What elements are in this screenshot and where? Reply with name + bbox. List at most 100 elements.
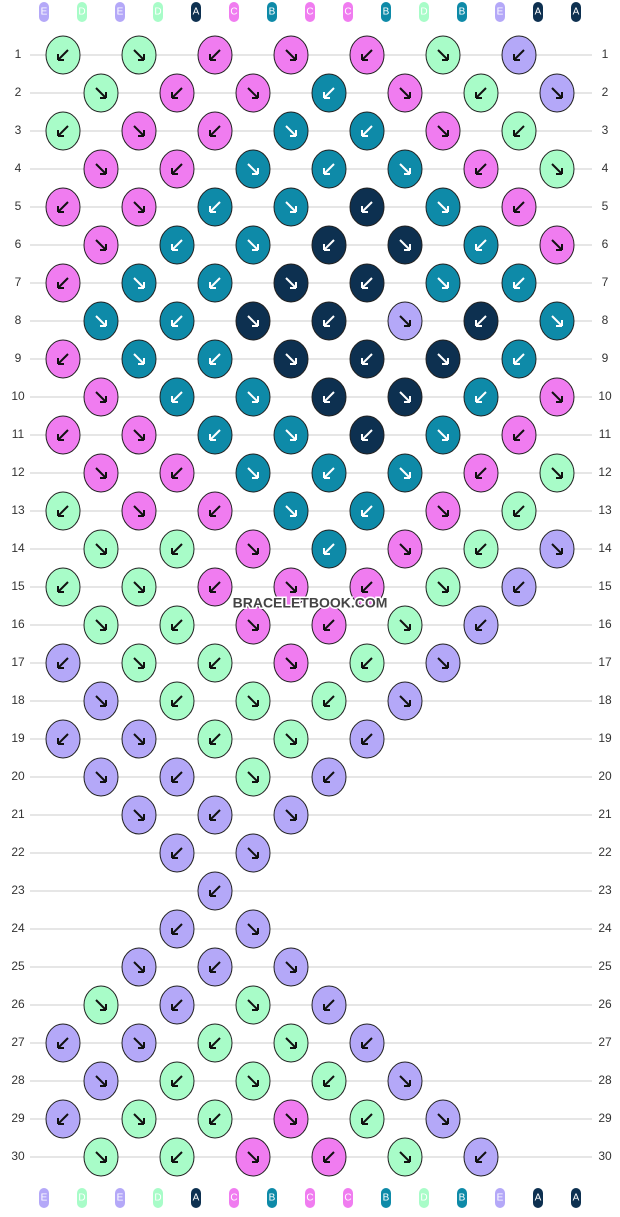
knot-arrow — [285, 733, 297, 745]
row-number: 16 — [598, 617, 612, 631]
string-letter: B — [269, 7, 276, 18]
knot-arrow — [323, 695, 335, 707]
string-letter: C — [344, 7, 351, 18]
row-number: 2 — [15, 85, 22, 99]
string-label: C — [229, 1188, 239, 1208]
watermark: BRACELETBOOK.COM — [233, 595, 388, 611]
knot-arrow — [171, 543, 183, 555]
knot-arrow — [361, 353, 373, 365]
knot — [235, 529, 271, 569]
knot — [311, 681, 347, 721]
knot — [83, 1137, 119, 1177]
knot-arrow — [399, 315, 411, 327]
knot-arrow — [209, 505, 221, 517]
string-letter: C — [306, 1193, 313, 1204]
knot-arrow — [133, 1113, 145, 1125]
row-number: 17 — [11, 655, 25, 669]
string-tag — [457, 2, 467, 22]
knot — [197, 263, 233, 303]
string-label: A — [533, 1188, 543, 1208]
knot — [197, 795, 233, 835]
knot-arrow — [57, 125, 69, 137]
string-tag — [419, 1188, 429, 1208]
knot — [273, 111, 309, 151]
knot — [159, 605, 195, 645]
knot — [45, 111, 81, 151]
knot-arrow — [361, 581, 373, 593]
knot-arrow — [551, 315, 563, 327]
knot-arrow — [323, 543, 335, 555]
knot — [235, 605, 271, 645]
knot — [273, 263, 309, 303]
knot — [463, 225, 499, 265]
knot-arrow — [475, 391, 487, 403]
knot — [45, 35, 81, 75]
knot — [349, 263, 385, 303]
string-tag — [267, 1188, 277, 1208]
knot-arrow — [475, 87, 487, 99]
string-tag — [115, 1188, 125, 1208]
knot-arrow — [247, 1075, 259, 1087]
knot — [159, 681, 195, 721]
knot-arrow — [171, 1151, 183, 1163]
knot-arrow — [361, 1113, 373, 1125]
string-tag — [229, 2, 239, 22]
string-label: E — [39, 2, 49, 22]
knot-arrow — [323, 1075, 335, 1087]
knot — [45, 339, 81, 379]
knot-arrow — [57, 581, 69, 593]
knot — [121, 643, 157, 683]
knot-arrow — [513, 277, 525, 289]
knot-arrow — [133, 505, 145, 517]
string-letter: E — [117, 7, 124, 18]
row-number: 15 — [11, 579, 25, 593]
string-letter: B — [383, 7, 390, 18]
knot-arrow — [133, 49, 145, 61]
string-letter: E — [497, 7, 504, 18]
string-label: E — [115, 2, 125, 22]
knot-arrow — [171, 923, 183, 935]
knot-arrow — [209, 733, 221, 745]
knot — [197, 643, 233, 683]
knot-arrow — [171, 391, 183, 403]
knot — [45, 491, 81, 531]
knot — [311, 1137, 347, 1177]
knot — [311, 605, 347, 645]
row-number: 2 — [602, 85, 609, 99]
string-label: D — [77, 1188, 87, 1208]
knot-arrow — [361, 429, 373, 441]
row-number: 12 — [11, 465, 25, 479]
string-label: A — [191, 2, 201, 22]
string-tag — [305, 2, 315, 22]
knot — [121, 795, 157, 835]
knot-arrow — [133, 657, 145, 669]
knot-arrow — [399, 619, 411, 631]
row-number: 26 — [598, 997, 612, 1011]
knot — [501, 187, 537, 227]
string-letter: B — [459, 7, 466, 18]
row-number: 1 — [602, 47, 609, 61]
row-number: 5 — [15, 199, 22, 213]
string-letter: A — [535, 1193, 542, 1204]
knot-arrow — [323, 1151, 335, 1163]
knot-arrow — [209, 581, 221, 593]
knot-arrow — [361, 733, 373, 745]
string-letter: E — [41, 7, 48, 18]
row-number: 27 — [11, 1035, 25, 1049]
knot-arrow — [551, 239, 563, 251]
string-label: E — [39, 1188, 49, 1208]
knot — [425, 187, 461, 227]
knot-arrow — [399, 1151, 411, 1163]
knot — [273, 567, 309, 607]
knot — [387, 149, 423, 189]
string-label: D — [153, 2, 163, 22]
knot-arrow — [95, 771, 107, 783]
knot-arrow — [437, 125, 449, 137]
knot-arrow — [323, 771, 335, 783]
row-number: 21 — [11, 807, 25, 821]
knot-arrow — [513, 581, 525, 593]
knot-arrow — [361, 277, 373, 289]
string-label: B — [267, 2, 277, 22]
string-label: C — [343, 1188, 353, 1208]
row-number: 21 — [598, 807, 612, 821]
